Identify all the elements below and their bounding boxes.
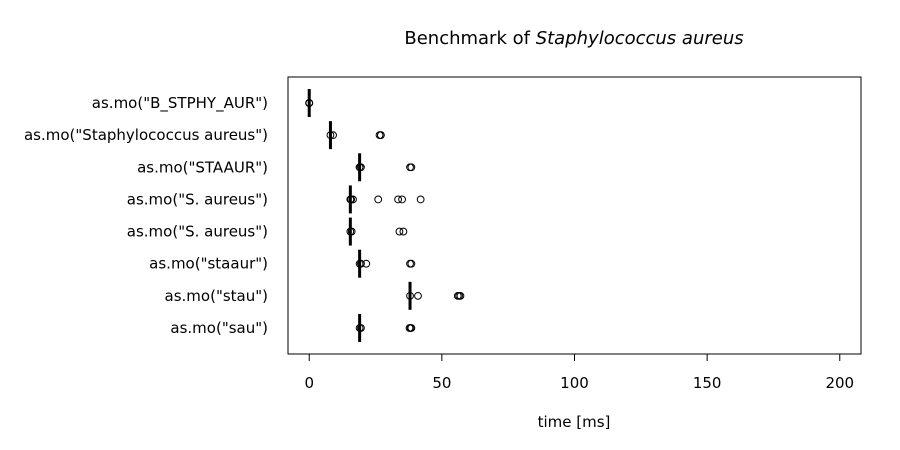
data-point: [375, 131, 384, 140]
data-point: [394, 195, 402, 204]
x-tick-label: 50: [432, 374, 451, 392]
data-point: [414, 291, 422, 300]
x-axis: 0 50 100 150 200: [304, 353, 854, 392]
y-tick-label: as.mo("S. aureus"): [127, 190, 268, 208]
data-point: [398, 195, 406, 204]
data-point: [416, 195, 425, 204]
y-tick-label: as.mo("Staphylococcus aureus"): [24, 126, 268, 144]
data-point: [407, 163, 416, 172]
y-tick-label: as.mo("STAAUR"): [137, 158, 268, 176]
data-point: [395, 227, 404, 236]
data-marks: [305, 89, 465, 342]
chart-title: Benchmark of Staphylococcus aureus: [404, 28, 743, 49]
y-tick-label: as.mo("sau"): [170, 319, 268, 337]
plot-frame: [287, 76, 862, 355]
data-point: [374, 195, 383, 204]
x-tick-label: 100: [560, 374, 589, 392]
data-point: [407, 259, 416, 268]
x-tick-label: 150: [693, 374, 722, 392]
x-axis-title: time [ms]: [538, 413, 611, 431]
y-tick-label: as.mo("S. aureus"): [127, 223, 268, 241]
data-point: [406, 324, 415, 332]
y-tick-label: as.mo("B_STPHY_AUR"): [92, 94, 268, 113]
chart-title-prefix: Benchmark of: [404, 28, 535, 49]
x-tick-label: 0: [304, 374, 314, 392]
y-axis-labels: as.mo("B_STPHY_AUR") as.mo("Staphylococcu…: [24, 94, 268, 337]
chart-title-species: Staphylococcus aureus: [536, 28, 744, 49]
data-point: [455, 291, 464, 300]
x-tick-label: 200: [825, 374, 854, 392]
y-tick-label: as.mo("staaur"): [149, 255, 268, 273]
data-point: [362, 259, 371, 268]
data-point: [399, 227, 408, 236]
y-tick-label: as.mo("stau"): [165, 287, 268, 305]
